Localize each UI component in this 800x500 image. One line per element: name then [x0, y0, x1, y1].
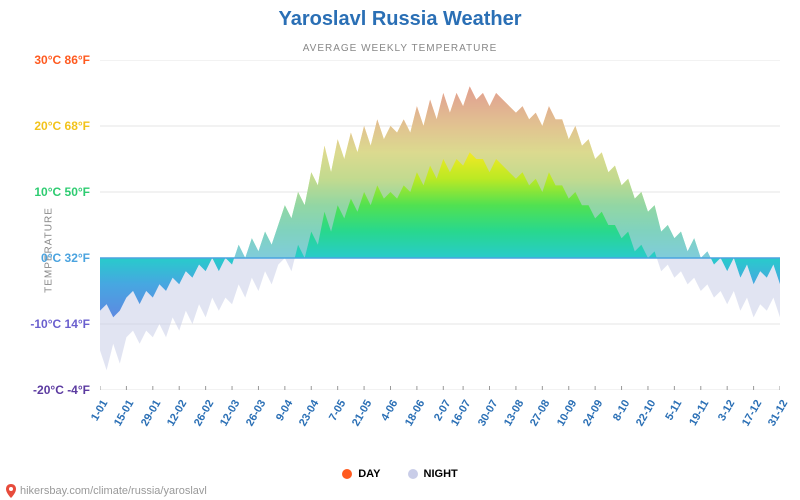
- x-tick-label: 9-04: [274, 398, 295, 423]
- x-tick-label: 10-09: [555, 398, 579, 428]
- chart-title: Yaroslavl Russia Weather: [0, 8, 800, 31]
- y-tick-label: 20°C 68°F: [0, 119, 90, 133]
- x-tick-label: 15-01: [112, 398, 136, 428]
- chart-title-text: Yaroslavl Russia Weather: [278, 8, 521, 30]
- y-tick-label: -20°C -4°F: [0, 383, 90, 397]
- pin-icon: [6, 484, 16, 498]
- chart-subtitle: AVERAGE WEEKLY TEMPERATURE: [0, 38, 800, 56]
- legend-day: DAY: [342, 468, 380, 480]
- attribution-text: hikersbay.com/climate/russia/yaroslavl: [20, 485, 207, 497]
- chart-svg: [100, 60, 780, 390]
- y-tick-label: 0°C 32°F: [0, 251, 90, 265]
- y-tick-label: 30°C 86°F: [0, 53, 90, 67]
- x-tick-label: 26-02: [192, 398, 216, 428]
- x-tick-label: 24-09: [581, 398, 605, 428]
- x-tick-label: 12-03: [218, 398, 242, 428]
- x-tick-label: 27-08: [528, 398, 552, 428]
- y-tick-label: 10°C 50°F: [0, 185, 90, 199]
- x-tick-label: 3-12: [716, 398, 737, 423]
- x-tick-label: 1-01: [89, 398, 110, 423]
- x-tick-label: 5-11: [664, 398, 685, 423]
- legend-night: NIGHT: [408, 468, 458, 480]
- legend-night-label: NIGHT: [424, 468, 458, 480]
- chart-subtitle-text: AVERAGE WEEKLY TEMPERATURE: [303, 43, 498, 54]
- weather-chart: Yaroslavl Russia Weather AVERAGE WEEKLY …: [0, 0, 800, 500]
- legend-day-label: DAY: [358, 468, 380, 480]
- attribution: hikersbay.com/climate/russia/yaroslavl: [6, 484, 207, 498]
- x-tick-label: 29-01: [139, 398, 163, 428]
- legend: DAY NIGHT: [0, 468, 800, 482]
- x-tick-label: 26-03: [244, 398, 268, 428]
- x-tick-label: 12-02: [165, 398, 189, 428]
- x-tick-labels: 1-0115-0129-0112-0226-0212-0326-039-0423…: [100, 390, 780, 470]
- x-tick-label: 21-05: [350, 398, 374, 428]
- x-tick-label: 17-12: [740, 398, 764, 428]
- x-tick-label: 19-11: [687, 398, 711, 428]
- x-tick-label: 23-04: [297, 398, 321, 428]
- x-tick-label: 4-06: [379, 398, 400, 423]
- x-tick-label: 8-10: [611, 398, 632, 423]
- plot-area: [100, 60, 780, 390]
- y-tick-label: -10°C 14°F: [0, 317, 90, 331]
- x-tick-label: 31-12: [766, 398, 790, 428]
- x-tick-label: 22-10: [634, 398, 658, 428]
- x-tick-label: 16-07: [449, 398, 473, 428]
- y-tick-labels: 30°C 86°F20°C 68°F10°C 50°F0°C 32°F-10°C…: [0, 60, 100, 390]
- legend-day-swatch: [342, 469, 352, 479]
- x-tick-label: 13-08: [502, 398, 526, 428]
- x-tick-label: 30-07: [475, 398, 499, 428]
- legend-night-swatch: [408, 469, 418, 479]
- x-tick-label: 7-05: [327, 398, 348, 423]
- x-tick-label: 18-06: [403, 398, 427, 428]
